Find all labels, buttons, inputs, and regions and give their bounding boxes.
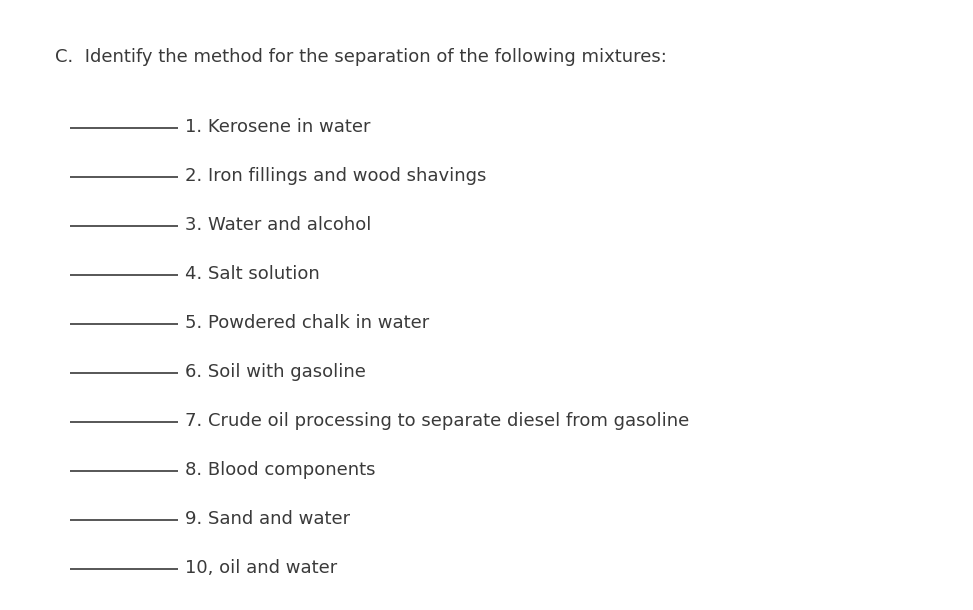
Text: 7. Crude oil processing to separate diesel from gasoline: 7. Crude oil processing to separate dies… xyxy=(185,412,689,430)
Text: 2. Iron fillings and wood shavings: 2. Iron fillings and wood shavings xyxy=(185,167,486,185)
Text: 6. Soil with gasoline: 6. Soil with gasoline xyxy=(185,363,366,381)
Text: 5. Powdered chalk in water: 5. Powdered chalk in water xyxy=(185,314,429,332)
Text: 9. Sand and water: 9. Sand and water xyxy=(185,510,350,528)
Text: 4. Salt solution: 4. Salt solution xyxy=(185,265,320,283)
Text: 1. Kerosene in water: 1. Kerosene in water xyxy=(185,118,371,136)
Text: 8. Blood components: 8. Blood components xyxy=(185,461,376,479)
Text: 3. Water and alcohol: 3. Water and alcohol xyxy=(185,216,372,234)
Text: 10, oil and water: 10, oil and water xyxy=(185,559,338,577)
Text: C.  Identify the method for the separation of the following mixtures:: C. Identify the method for the separatio… xyxy=(55,48,667,66)
